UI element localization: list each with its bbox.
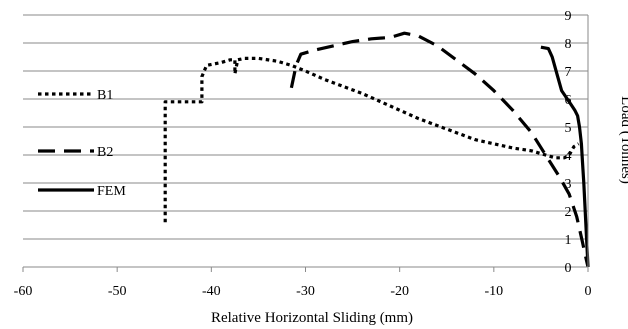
- x-axis: -60 -50 -40 -30 -20 -10 0: [14, 266, 592, 299]
- series-line-fem: [540, 45, 590, 268]
- series-line-b1: [163, 56, 580, 223]
- legend-label-b1: B1: [97, 88, 113, 103]
- x-axis-label: Relative Horizontal Sliding (mm): [211, 310, 413, 326]
- x-tick-label: -40: [202, 284, 221, 299]
- x-tick-label: -30: [296, 284, 315, 299]
- y-tick-label: 7: [565, 65, 572, 80]
- series-lines: [163, 31, 590, 268]
- series-line-b2: [289, 31, 590, 268]
- legend-label-fem: FEM: [97, 184, 126, 199]
- y-tick-label: 8: [565, 37, 572, 52]
- y-axis: 0 1 2 3 4 5 6 7 8 9: [565, 9, 589, 276]
- legend: B1 B2 FEM: [38, 88, 126, 199]
- y-tick-label: 9: [565, 9, 572, 24]
- x-tick-label: -60: [14, 284, 33, 299]
- x-tick-label: 0: [585, 284, 592, 299]
- x-tick-label: -20: [390, 284, 409, 299]
- y-tick-label: 5: [565, 121, 572, 136]
- grid-lines: [23, 14, 588, 240]
- x-tick-label: -50: [108, 284, 127, 299]
- y-tick-label: 1: [565, 233, 572, 248]
- y-tick-label: 2: [565, 205, 572, 220]
- y-axis-label: Load (Tonnes): [618, 96, 628, 184]
- y-tick-label: 3: [565, 177, 572, 192]
- y-tick-label: 0: [565, 261, 572, 276]
- x-tick-label: -10: [484, 284, 503, 299]
- y-tick-label: 4: [565, 149, 572, 164]
- y-tick-label: 6: [565, 93, 572, 108]
- legend-label-b2: B2: [97, 145, 113, 160]
